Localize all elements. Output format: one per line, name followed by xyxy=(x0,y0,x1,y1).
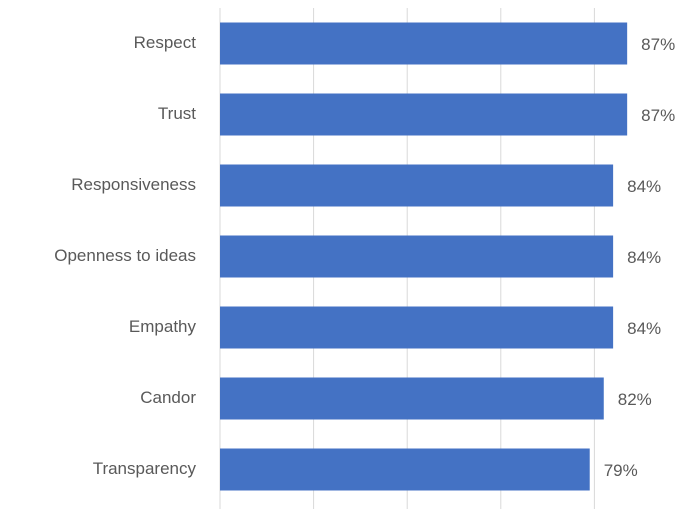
category-label: Openness to ideas xyxy=(54,246,196,265)
bar xyxy=(220,164,614,207)
category-label: Candor xyxy=(140,388,196,407)
category-label: Transparency xyxy=(93,459,197,478)
value-label: 82% xyxy=(618,390,652,409)
value-label: 84% xyxy=(627,177,661,196)
bar xyxy=(220,377,604,420)
category-label: Empathy xyxy=(129,317,197,336)
value-label: 84% xyxy=(627,319,661,338)
bar xyxy=(220,93,628,136)
value-label: 84% xyxy=(627,248,661,267)
bar xyxy=(220,22,628,65)
value-label: 87% xyxy=(641,106,675,125)
category-label: Respect xyxy=(134,33,197,52)
category-label: Responsiveness xyxy=(71,175,196,194)
bar xyxy=(220,306,614,349)
value-label: 79% xyxy=(604,461,638,480)
value-label: 87% xyxy=(641,35,675,54)
category-label: Trust xyxy=(158,104,196,123)
bar xyxy=(220,448,590,491)
bar xyxy=(220,235,614,278)
